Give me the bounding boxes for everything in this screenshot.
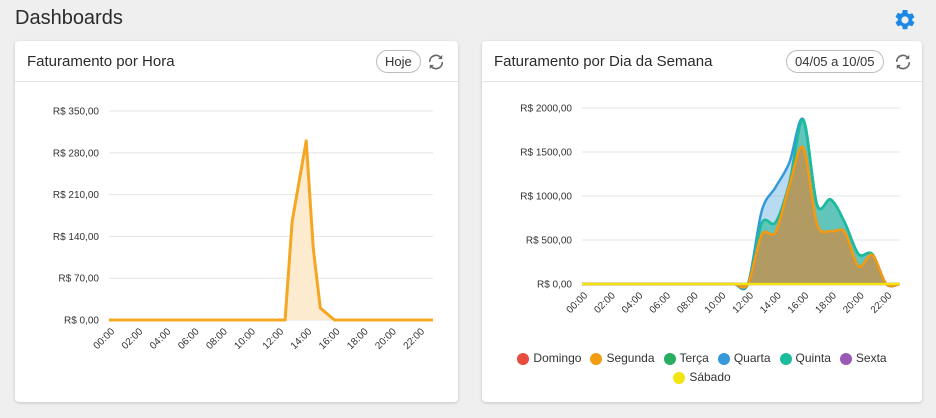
x-tick-label: 10:00 [233,326,259,352]
date-filter-button[interactable]: Hoje [376,50,421,73]
x-tick-label: 20:00 [373,326,399,352]
legend-swatch [779,352,792,365]
x-tick-label: 12:00 [731,290,757,316]
x-tick-label: 02:00 [592,290,618,316]
x-tick-label: 14:00 [758,290,784,316]
legend-row: Sábado [482,368,922,387]
y-tick-label: R$ 2000,00 [520,104,572,115]
y-tick-label: R$ 0,00 [537,280,572,291]
card-header: Faturamento por Hora Hoje [15,41,458,82]
legend-row: Domingo Segunda Terça Quarta Quinta Sexta [482,349,922,368]
x-tick-label: 18:00 [345,326,371,352]
page-title: Dashboards [15,7,123,29]
date-range-filter-button[interactable]: 04/05 a 10/05 [786,50,884,73]
y-tick-label: R$ 500,00 [526,236,573,247]
legend-swatch [673,371,686,384]
y-tick-label: R$ 1500,00 [520,148,572,159]
legend-item[interactable]: Sábado [673,368,731,387]
legend-label: Terça [679,351,709,365]
x-tick-label: 20:00 [841,290,867,316]
x-tick-label: 16:00 [317,326,343,352]
hourly-revenue-card: Faturamento por Hora Hoje R$ 0,00 R$ 70,0… [15,41,458,402]
y-tick-label: R$ 0,00 [64,316,99,327]
legend-label: Sábado [689,370,731,384]
x-tick-label: 12:00 [261,326,287,352]
legend-swatch [517,352,530,365]
x-tick-label: 06:00 [648,290,674,316]
legend-label: Segunda [606,351,655,365]
x-tick-label: 06:00 [176,326,202,352]
refresh-icon[interactable] [426,52,446,72]
legend-item[interactable]: Sexta [839,349,887,368]
legend-swatch [590,352,603,365]
y-tick-label: R$ 140,00 [53,232,100,243]
x-tick-label: 14:00 [289,326,315,352]
y-tick-label: R$ 280,00 [53,148,100,159]
x-tick-label: 02:00 [120,326,146,352]
y-tick-label: R$ 210,00 [53,190,100,201]
weekday-revenue-chart: R$ 0,00 R$ 500,00 R$ 1000,00 R$ 1500,00 R$ 2… [520,104,901,316]
card-title: Faturamento por Hora [27,53,175,70]
x-tick-label: 22:00 [402,326,428,352]
legend-item[interactable]: Segunda [590,349,655,368]
series-area [582,146,900,288]
series-area [582,146,900,288]
y-tick-label: R$ 70,00 [58,274,99,285]
legend-label: Quarta [733,351,771,365]
x-tick-label: 08:00 [204,326,230,352]
refresh-icon[interactable] [893,52,913,72]
x-tick-label: 00:00 [92,326,118,352]
x-tick-label: 16:00 [786,290,812,316]
legend-swatch [839,352,852,365]
x-tick-label: 22:00 [869,290,895,316]
legend-label: Domingo [533,351,582,365]
legend-item[interactable]: Quarta [717,349,771,368]
x-tick-label: 04:00 [620,290,646,316]
card-header: Faturamento por Dia da Semana 04/05 a 10… [482,41,922,82]
series-area [582,118,900,290]
y-tick-label: R$ 350,00 [53,107,100,118]
legend-item[interactable]: Quinta [779,349,831,368]
legend-item[interactable]: Domingo [517,349,581,368]
series-area [582,119,900,289]
legend-item[interactable]: Terça [663,349,709,368]
card-title: Faturamento por Dia da Semana [494,53,713,70]
legend-swatch [717,352,730,365]
legend-label: Quinta [795,351,831,365]
hourly-revenue-chart: R$ 0,00 R$ 70,00 R$ 140,00 R$ 210,00 R$ 280,… [53,107,433,352]
x-tick-label: 00:00 [565,290,591,316]
weekday-revenue-card: Faturamento por Dia da Semana 04/05 a 10… [482,41,922,402]
x-tick-label: 10:00 [703,290,729,316]
x-tick-label: 08:00 [675,290,701,316]
series-area [582,119,900,289]
x-tick-label: 18:00 [814,290,840,316]
x-tick-label: 04:00 [148,326,174,352]
gear-icon[interactable] [893,8,917,32]
legend-swatch [663,352,676,365]
series-area [109,140,433,320]
chart-legend: Domingo Segunda Terça Quarta Quinta Sexta Sába… [482,349,922,387]
y-tick-label: R$ 1000,00 [520,192,572,203]
legend-label: Sexta [855,351,887,365]
series-line [109,139,433,322]
